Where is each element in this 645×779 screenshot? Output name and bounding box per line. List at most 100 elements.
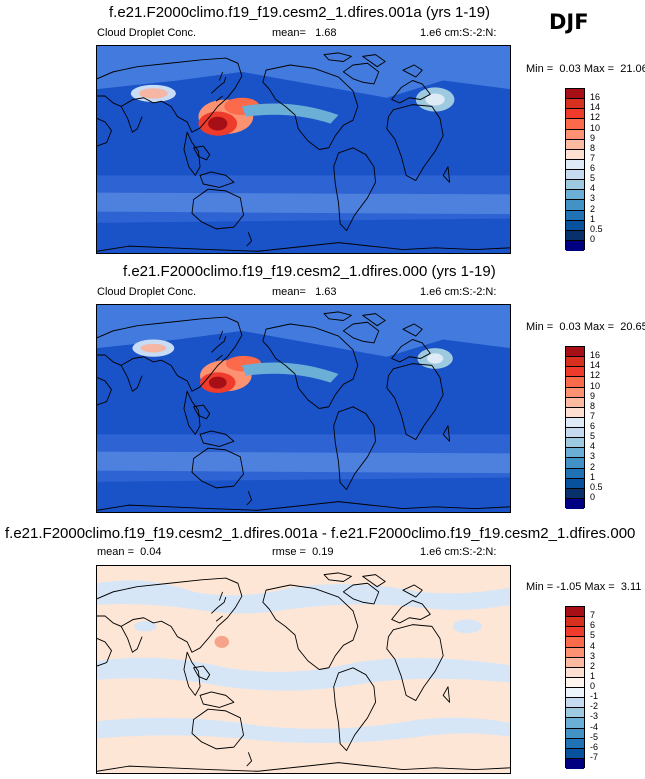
colorbar-tick-label: 1 xyxy=(590,471,596,482)
colorbar-tick-label: 6 xyxy=(590,421,596,431)
colorbar-tick-label: 12 xyxy=(590,370,601,381)
colorbar-segment xyxy=(566,397,584,408)
colorbar-tick-label: 14 xyxy=(590,102,601,113)
colorbar-tick-label: 12 xyxy=(590,112,601,123)
colorbar-segment xyxy=(566,210,584,221)
panel-3-colorbar xyxy=(565,606,585,769)
colorbar-segment xyxy=(566,159,584,170)
colorbar-tick-label: -4 xyxy=(590,721,599,732)
panel-3-mean: mean = 0.04 xyxy=(97,546,162,558)
colorbar-tick-label: 16 xyxy=(590,92,601,103)
colorbar-tick-label: 3 xyxy=(590,650,596,661)
colorbar-tick-label: 2 xyxy=(590,461,596,472)
colorbar-segment xyxy=(566,738,584,749)
colorbar-segment xyxy=(566,677,584,688)
colorbar-segment xyxy=(566,617,584,628)
colorbar-segment xyxy=(566,688,584,699)
colorbar-segment xyxy=(566,468,584,479)
panel-3-rmse: rmse = 0.19 xyxy=(272,546,334,558)
colorbar-tick-label: 10 xyxy=(590,122,601,133)
colorbar-segment xyxy=(566,200,584,211)
colorbar-segment xyxy=(566,240,584,251)
colorbar-segment xyxy=(566,407,584,418)
panel-1-minmax: Min = 0.03 Max = 21.06 xyxy=(526,63,645,75)
colorbar-tick-label: 0 xyxy=(590,491,596,502)
colorbar-segment xyxy=(566,498,584,509)
colorbar-segment xyxy=(566,627,584,638)
colorbar-tick-label: 9 xyxy=(590,390,596,401)
colorbar-segment xyxy=(566,417,584,428)
colorbar-tick-label: 10 xyxy=(590,380,601,391)
colorbar-segment xyxy=(566,438,584,449)
colorbar-segment xyxy=(566,657,584,668)
panel-2-colorbar xyxy=(565,346,585,509)
colorbar-segment xyxy=(566,367,584,378)
panel-1-map xyxy=(96,45,511,254)
colorbar-tick-label: 6 xyxy=(590,163,596,173)
colorbar-segment xyxy=(566,190,584,201)
panel-3-units: 1.e6 cm:S:-2:N: xyxy=(420,546,497,558)
panel-2-variable: Cloud Droplet Conc. xyxy=(97,286,197,298)
panel-1-colorbar xyxy=(565,88,585,251)
colorbar-segment xyxy=(566,428,584,439)
colorbar-tick-label: 5 xyxy=(590,173,596,184)
colorbar-segment xyxy=(566,748,584,759)
colorbar-segment xyxy=(566,718,584,729)
colorbar-segment xyxy=(566,139,584,150)
colorbar-segment xyxy=(566,119,584,130)
colorbar-tick-label: 1 xyxy=(590,670,596,681)
colorbar-segment xyxy=(566,458,584,469)
colorbar-segment xyxy=(566,129,584,140)
colorbar-tick-label: 2 xyxy=(590,203,596,214)
colorbar-segment xyxy=(566,347,584,358)
colorbar-tick-label: -2 xyxy=(590,701,599,712)
colorbar-segment xyxy=(566,377,584,388)
colorbar-segment xyxy=(566,357,584,368)
panel-2-minmax: Min = 0.03 Max = 20.65 xyxy=(526,321,645,333)
colorbar-tick-label: 8 xyxy=(590,400,596,411)
panel-2-units: 1.e6 cm:S:-2:N: xyxy=(420,286,497,298)
colorbar-tick-label: 14 xyxy=(590,360,601,371)
colorbar-tick-label: 0.5 xyxy=(590,223,603,234)
panel-3-minmax: Min = -1.05 Max = 3.11 xyxy=(526,581,642,593)
panel-1-variable: Cloud Droplet Conc. xyxy=(97,27,197,39)
colorbar-tick-label: -3 xyxy=(590,711,599,722)
panel-1-mean: mean= 1.68 xyxy=(272,27,337,39)
colorbar-tick-label: 7 xyxy=(590,610,596,621)
colorbar-segment xyxy=(566,387,584,398)
colorbar-tick-label: 6 xyxy=(590,620,596,631)
colorbar-segment xyxy=(566,708,584,719)
colorbar-segment xyxy=(566,448,584,459)
colorbar-tick-label: 7 xyxy=(590,410,596,421)
colorbar-segment xyxy=(566,220,584,231)
colorbar-tick-label: -1 xyxy=(590,691,599,702)
colorbar-tick-label: -7 xyxy=(590,751,599,762)
colorbar-tick-label: 5 xyxy=(590,431,596,442)
colorbar-segment xyxy=(566,728,584,739)
colorbar-segment xyxy=(566,99,584,110)
panel-3-title: f.e21.F2000climo.f19_f19.cesm2_1.dfires.… xyxy=(5,525,636,542)
colorbar-tick-label: 0 xyxy=(590,233,596,244)
colorbar-tick-label: 8 xyxy=(590,142,596,153)
panel-2-mean: mean= 1.63 xyxy=(272,286,337,298)
colorbar-segment xyxy=(566,149,584,160)
colorbar-segment xyxy=(566,667,584,678)
colorbar-segment xyxy=(566,698,584,709)
colorbar-tick-label: 4 xyxy=(590,183,596,194)
colorbar-tick-label: 4 xyxy=(590,441,596,452)
colorbar-segment xyxy=(566,170,584,181)
season-label: DJF xyxy=(549,10,589,34)
colorbar-tick-label: 0 xyxy=(590,681,596,691)
colorbar-tick-label: 1 xyxy=(590,213,596,224)
colorbar-segment xyxy=(566,637,584,648)
panel-1-title: f.e21.F2000climo.f19_f19.cesm2_1.dfires.… xyxy=(109,4,491,21)
colorbar-tick-label: 16 xyxy=(590,350,601,361)
colorbar-tick-label: 3 xyxy=(590,193,596,204)
colorbar-segment xyxy=(566,607,584,618)
colorbar-segment xyxy=(566,109,584,120)
panel-3-map xyxy=(96,565,511,774)
colorbar-tick-label: -6 xyxy=(590,741,599,752)
colorbar-tick-label: 2 xyxy=(590,660,596,671)
panel-1-units: 1.e6 cm:S:-2:N: xyxy=(420,27,497,39)
colorbar-tick-label: 7 xyxy=(590,152,596,163)
